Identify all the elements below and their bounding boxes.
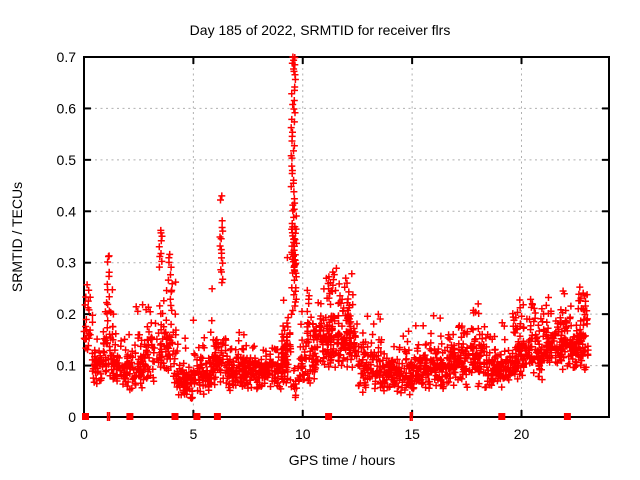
svg-text:0.5: 0.5 <box>57 152 77 168</box>
svg-text:0.1: 0.1 <box>57 358 77 374</box>
svg-text:5: 5 <box>189 426 197 442</box>
svg-text:0.6: 0.6 <box>57 100 77 116</box>
svg-text:0.4: 0.4 <box>57 203 77 219</box>
x-axis-label: GPS time / hours <box>288 452 396 468</box>
chart-title: Day 185 of 2022, SRMTID for receiver flr… <box>189 22 451 38</box>
svg-text:0.7: 0.7 <box>57 49 77 65</box>
svg-text:0.2: 0.2 <box>57 306 77 322</box>
svg-text:0: 0 <box>68 409 76 425</box>
svg-text:15: 15 <box>404 426 420 442</box>
svg-text:20: 20 <box>514 426 530 442</box>
svg-text:10: 10 <box>295 426 311 442</box>
svg-text:0.3: 0.3 <box>57 255 77 271</box>
svg-text:0: 0 <box>80 426 88 442</box>
